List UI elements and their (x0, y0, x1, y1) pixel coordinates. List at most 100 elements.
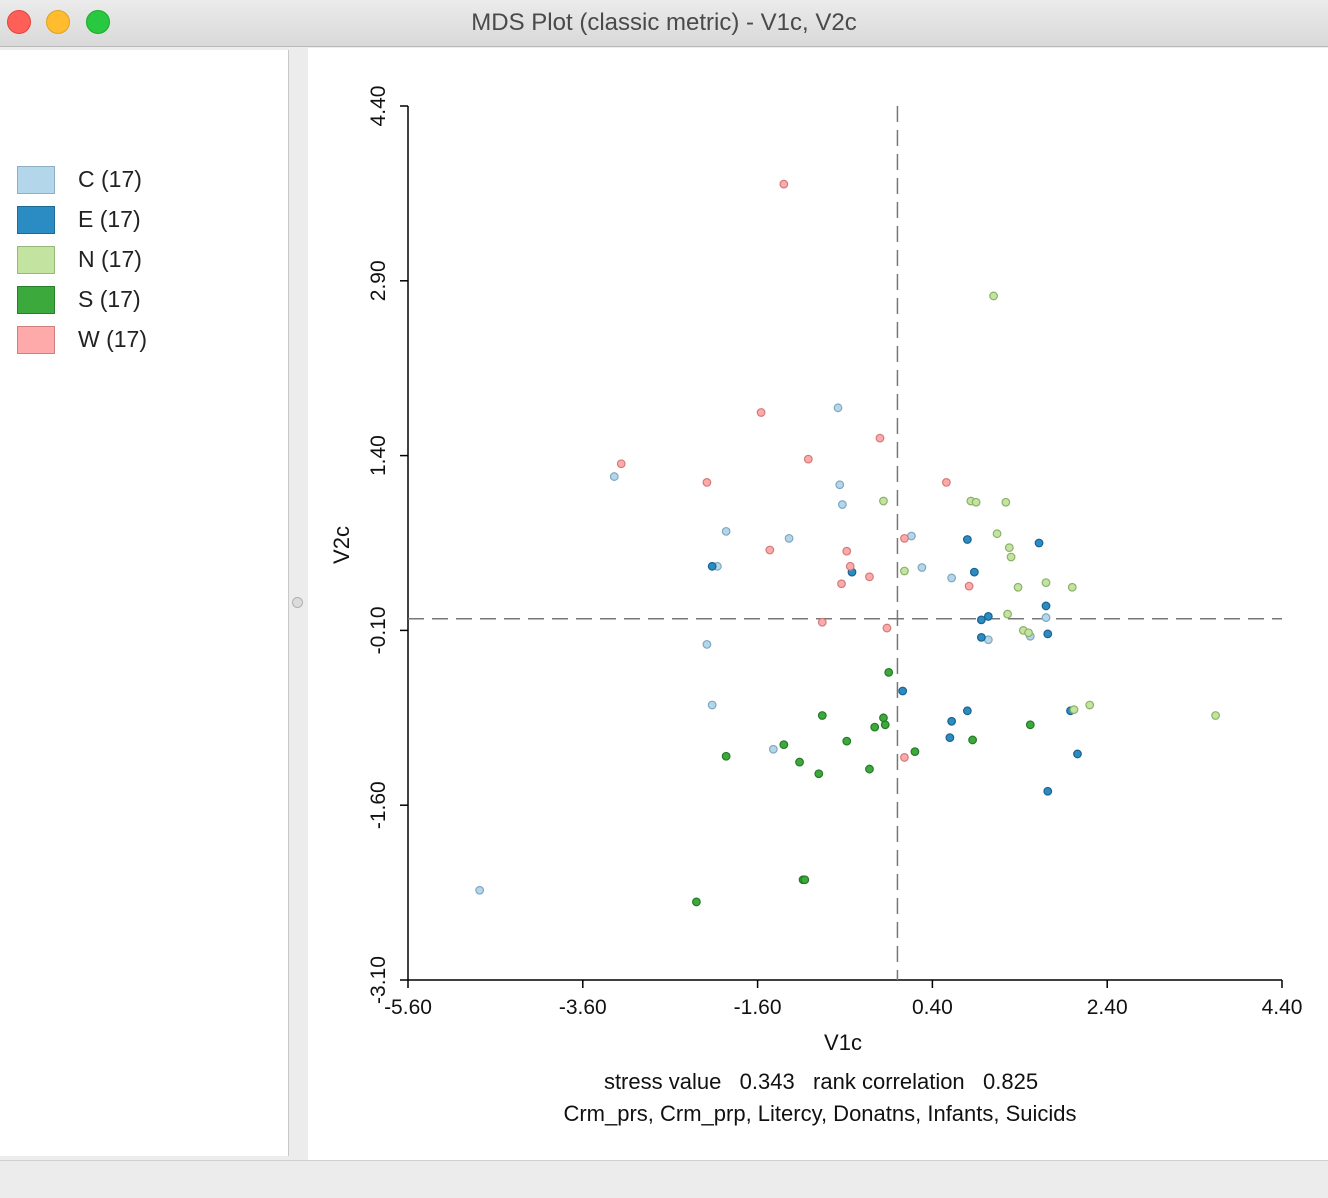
x-tick-label: -5.60 (384, 996, 432, 1019)
y-tick-label: 4.40 (367, 86, 390, 127)
data-point (962, 535, 972, 544)
data-point (1004, 543, 1014, 553)
data-point (971, 497, 981, 507)
data-point (800, 875, 810, 885)
status-bar-divider (0, 1160, 1328, 1161)
data-point (814, 769, 824, 779)
data-point (707, 561, 717, 571)
data-point (817, 711, 827, 720)
maximize-window-button[interactable] (86, 10, 110, 34)
legend-label: N (17) (78, 246, 142, 272)
legend-label: S (17) (78, 286, 141, 312)
data-point (779, 179, 789, 189)
data-point (845, 561, 855, 571)
x-tick-label: 0.40 (912, 996, 953, 1019)
data-point (917, 563, 927, 572)
minimize-window-button[interactable] (46, 10, 70, 34)
y-tick-label: 1.40 (367, 435, 390, 476)
data-point (879, 496, 888, 506)
legend-swatch (17, 206, 55, 234)
data-point (756, 408, 766, 417)
data-point (768, 744, 778, 754)
data-point (880, 720, 890, 730)
x-tick-label: -3.60 (559, 996, 607, 1019)
legend-label: E (17) (78, 206, 141, 232)
data-point (702, 478, 712, 487)
data-point (870, 722, 880, 732)
data-point (865, 764, 874, 774)
data-point (1069, 705, 1079, 715)
data-point (702, 639, 712, 649)
data-point (833, 403, 843, 413)
data-point (1001, 497, 1011, 507)
data-point (882, 623, 892, 633)
data-point (707, 700, 717, 710)
data-point (1067, 582, 1077, 592)
x-tick-label: -1.60 (734, 996, 782, 1019)
data-point (616, 459, 626, 469)
data-point (964, 581, 974, 591)
data-point (779, 740, 789, 750)
legend-swatch (17, 166, 55, 194)
data-point (721, 751, 731, 761)
data-point (962, 706, 972, 716)
legend-label: W (17) (78, 326, 147, 352)
x-tick-label: 2.40 (1087, 996, 1128, 1019)
data-point (1073, 749, 1082, 759)
variables-text: Crm_prs, Crm_prp, Litercy, Donatns, Infa… (563, 1101, 1076, 1126)
window-titlebar: MDS Plot (classic metric) - V1c, V2c (0, 0, 1328, 47)
data-point (609, 472, 619, 481)
data-point (884, 667, 894, 677)
data-point (1025, 720, 1035, 730)
mds-scatter-plot: -5.60 -3.60 -1.60 0.40 2.40 4.40 -3.10 -1.60 -0.… (329, 86, 1303, 1126)
data-point (900, 533, 909, 543)
data-point (900, 566, 909, 576)
data-point (721, 526, 731, 536)
data-point (784, 533, 794, 543)
data-point (941, 478, 951, 487)
data-point (879, 713, 888, 723)
data-point (1041, 601, 1051, 611)
data-point (976, 632, 986, 642)
data-point (1006, 552, 1016, 562)
data-point (947, 573, 957, 583)
data-point (837, 579, 846, 589)
data-point (765, 545, 775, 555)
data-point (803, 454, 813, 464)
data-point (1013, 582, 1023, 592)
close-window-button[interactable] (7, 10, 31, 34)
data-point (968, 735, 978, 745)
data-point (795, 757, 804, 767)
data-point (1043, 786, 1053, 796)
data-point (1085, 700, 1095, 710)
legend-swatch (17, 326, 55, 354)
data-point (947, 716, 957, 726)
x-tick-label: 4.40 (1262, 996, 1303, 1019)
data-point (817, 617, 827, 627)
data-point (1034, 538, 1044, 548)
data-point (1041, 578, 1051, 588)
data-point (992, 529, 1002, 539)
data-point (976, 615, 986, 625)
y-tick-label: -1.60 (367, 781, 390, 829)
y-tick-label: 2.90 (367, 260, 390, 301)
y-tick-label: -0.10 (367, 606, 390, 654)
data-point (692, 897, 701, 907)
data-point (900, 753, 909, 762)
legend-swatch (17, 246, 55, 274)
data-point (1041, 613, 1051, 622)
splitter-handle[interactable] (292, 597, 303, 608)
data-point (945, 733, 955, 743)
data-point (983, 612, 993, 621)
data-point (835, 480, 845, 490)
legend-swatch (17, 286, 55, 314)
panel-splitter[interactable] (289, 48, 307, 1160)
data-point (837, 500, 847, 509)
data-point (1024, 628, 1033, 638)
stats-text: stress value 0.343 rank correlation 0.82… (604, 1069, 1038, 1094)
data-point (989, 291, 998, 301)
y-axis-title: V2c (329, 526, 354, 564)
data-point (969, 567, 979, 577)
legend-label: C (17) (78, 166, 142, 192)
plot-panel: -5.60 -3.60 -1.60 0.40 2.40 4.40 -3.10 -1.60 -0.… (308, 48, 1328, 1160)
